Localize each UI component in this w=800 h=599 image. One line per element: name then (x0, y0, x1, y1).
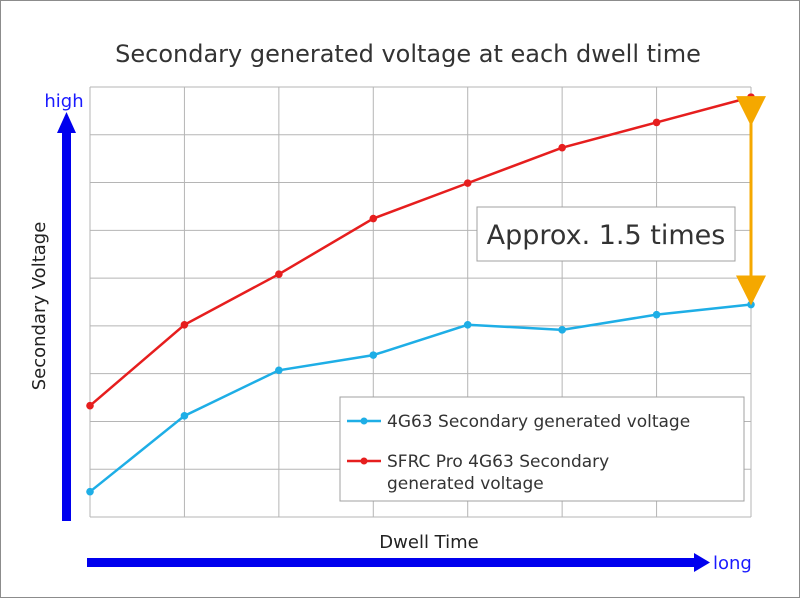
annotation-text: Approx. 1.5 times (487, 220, 726, 251)
series-1-point (275, 270, 283, 278)
annotation: Approx. 1.5 times (476, 96, 766, 306)
legend-item-4g63: 4G63 Secondary generated voltage (347, 412, 690, 432)
series-0-point (747, 300, 755, 309)
series-1-point (369, 214, 378, 223)
legend: 4G63 Secondary generated voltage SFRC Pr… (339, 396, 745, 502)
annotation-box (476, 206, 736, 262)
legend-label-sfrc: SFRC Pro 4G63 Secondary generated voltag… (387, 452, 615, 494)
series-line-1 (89, 95, 752, 407)
series-1-point (180, 320, 189, 329)
series-1-point (558, 143, 566, 152)
legend-box (339, 396, 745, 502)
legend-label-4g63: 4G63 Secondary generated voltage (387, 412, 690, 432)
series-0-point (652, 310, 661, 319)
series-line-0 (89, 303, 752, 493)
legend-marker-sfrc (360, 457, 368, 465)
series-0-point (180, 412, 189, 420)
x-axis-label: Dwell Time (379, 532, 478, 553)
y-axis-arrow (57, 112, 76, 521)
series-0-point (369, 351, 378, 359)
series-layer (86, 93, 755, 496)
series-1-point (652, 118, 661, 127)
legend-marker-4g63 (360, 417, 368, 425)
series-0-point (275, 366, 283, 375)
chart-title: Secondary generated voltage at each dwel… (115, 40, 701, 68)
legend-label-sfrc-line1: SFRC Pro 4G63 Secondary (387, 452, 609, 472)
series-1-point (747, 93, 755, 101)
series-0-point (558, 326, 566, 334)
legend-label-sfrc-line2: generated voltage (387, 474, 544, 494)
series-1-point (86, 401, 94, 410)
series-1-point (463, 179, 472, 187)
series-0-point (463, 320, 472, 329)
legend-item-sfrc: SFRC Pro 4G63 Secondary generated voltag… (347, 452, 615, 494)
y-axis-label: Secondary Voltage (29, 222, 50, 391)
y-axis-high-label: high (44, 91, 83, 112)
x-axis-long-label: long (713, 553, 752, 574)
x-axis-arrow (87, 553, 710, 572)
series-0-point (86, 487, 94, 496)
